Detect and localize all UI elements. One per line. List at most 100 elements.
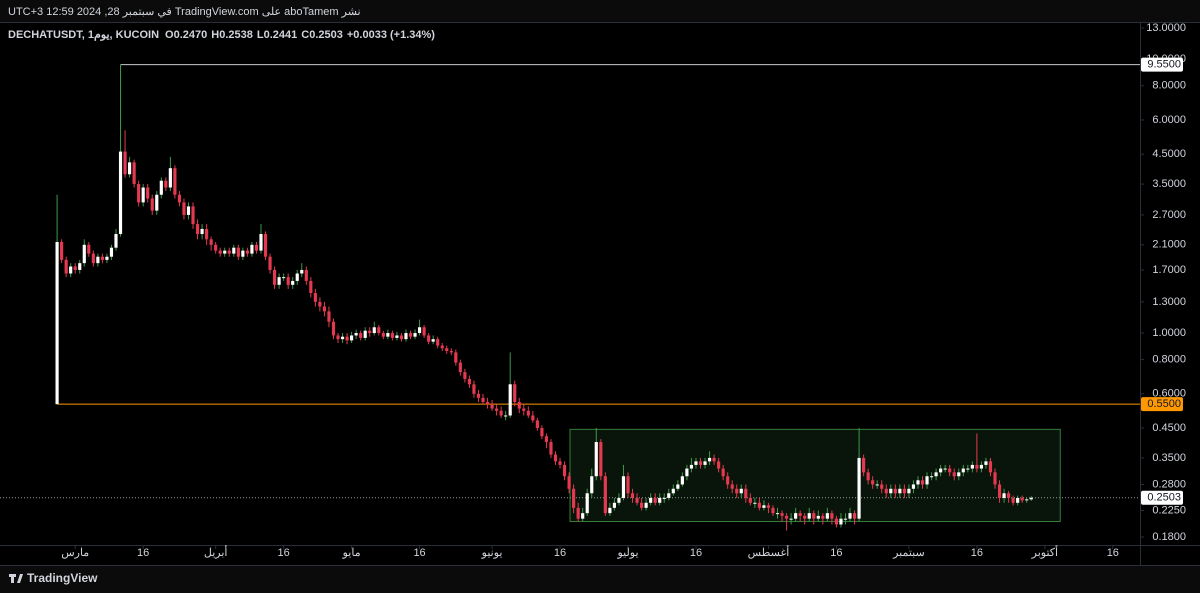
candle-body [834, 518, 839, 525]
candle-body [689, 464, 694, 469]
candle-body [490, 404, 494, 409]
candle-body [857, 457, 861, 519]
candle-body [1020, 497, 1024, 501]
candle-body [413, 333, 417, 337]
y-tick-label: 2.1000 [1152, 239, 1186, 251]
candle-body [159, 180, 163, 195]
candle-body [685, 468, 689, 477]
candle-body [871, 480, 875, 485]
candle-body [934, 472, 938, 477]
candle-body [762, 505, 766, 508]
x-tick-label: 16 [690, 547, 702, 559]
candle-body [567, 476, 571, 489]
candle-body [662, 497, 666, 499]
candle-body [1029, 497, 1033, 500]
y-tick-label: 0.2250 [1152, 504, 1186, 516]
x-tick-label: سبتمبر [892, 547, 925, 559]
ohlc-key: H [211, 29, 219, 41]
candle-body [925, 476, 929, 485]
price-label-box [1141, 57, 1183, 72]
candle-body [984, 461, 988, 465]
candle-body [898, 488, 902, 494]
candle-body [676, 484, 680, 489]
candle-body [508, 384, 512, 416]
candle-body [572, 488, 576, 508]
candle-body [485, 402, 490, 405]
candle-body [404, 333, 408, 340]
candle-body [64, 259, 68, 274]
candle-body [658, 497, 662, 503]
candle-body [164, 180, 168, 188]
candle-body [60, 242, 64, 260]
candle-body [386, 333, 390, 337]
candle-body [173, 168, 177, 195]
candle-body [436, 339, 440, 346]
candle-body [671, 488, 675, 494]
candle-body [454, 352, 458, 363]
candle-body [427, 335, 431, 342]
candle-body [331, 321, 336, 336]
candle-body [141, 187, 145, 203]
candle-body [594, 442, 598, 477]
candle-body [875, 484, 879, 486]
candle-body [961, 468, 965, 473]
candle-body [522, 408, 526, 411]
candle-body [721, 468, 725, 477]
candle-body [359, 333, 363, 338]
ohlc-value: 0.2503 [309, 29, 343, 41]
ohlc-key: L [257, 29, 264, 41]
candle-body [458, 362, 462, 373]
candle-body [422, 327, 426, 336]
candle-body [100, 256, 104, 260]
candle-body [920, 480, 925, 485]
range-box [569, 428, 1061, 523]
candle-body [209, 239, 213, 245]
candle-body [236, 247, 240, 257]
candle-body [390, 333, 394, 338]
candle-body [997, 484, 1002, 498]
candle-body [889, 488, 893, 494]
candle-body [395, 335, 399, 338]
price-label: 0.2503 [1147, 492, 1181, 504]
candle-body [812, 513, 816, 519]
candle-body [467, 378, 471, 385]
y-tick-label: 6.0000 [1152, 114, 1186, 126]
candle-body [304, 269, 308, 281]
candle-body [55, 242, 59, 405]
candle-body [345, 336, 349, 341]
candle-body [621, 476, 626, 498]
candle-body [816, 515, 820, 519]
candle-body [1002, 493, 1006, 498]
candle-body [635, 497, 639, 503]
candle-body [318, 301, 322, 307]
candle-body [499, 410, 503, 416]
candle-body [123, 151, 127, 175]
x-tick-label: 16 [1107, 547, 1119, 559]
candle-body [78, 263, 82, 270]
y-tick-label: 0.2800 [1152, 478, 1186, 490]
candle-body [590, 476, 594, 494]
y-tick-label: 13.0000 [1146, 22, 1186, 34]
candle-body [445, 348, 449, 351]
candle-body [313, 293, 317, 302]
candle-body [327, 311, 331, 322]
candle-body [603, 476, 607, 514]
candle-body [91, 253, 95, 264]
candle-body [703, 461, 707, 465]
candle-body [309, 280, 313, 294]
x-tick-label: أبريل [204, 545, 228, 559]
candle-body [205, 228, 209, 240]
candle-body [241, 250, 245, 257]
x-tick-label: مايو [342, 547, 361, 559]
candle-body [880, 484, 884, 489]
candle-body [381, 333, 385, 337]
candle-body [902, 488, 906, 494]
candle-body [907, 488, 911, 494]
candle-body [535, 420, 539, 429]
candle-body [789, 518, 793, 520]
candle-body [195, 224, 200, 234]
y-tick-label: 1.7000 [1152, 264, 1186, 276]
candle-body [581, 513, 585, 519]
ohlc-key: C [301, 29, 309, 41]
